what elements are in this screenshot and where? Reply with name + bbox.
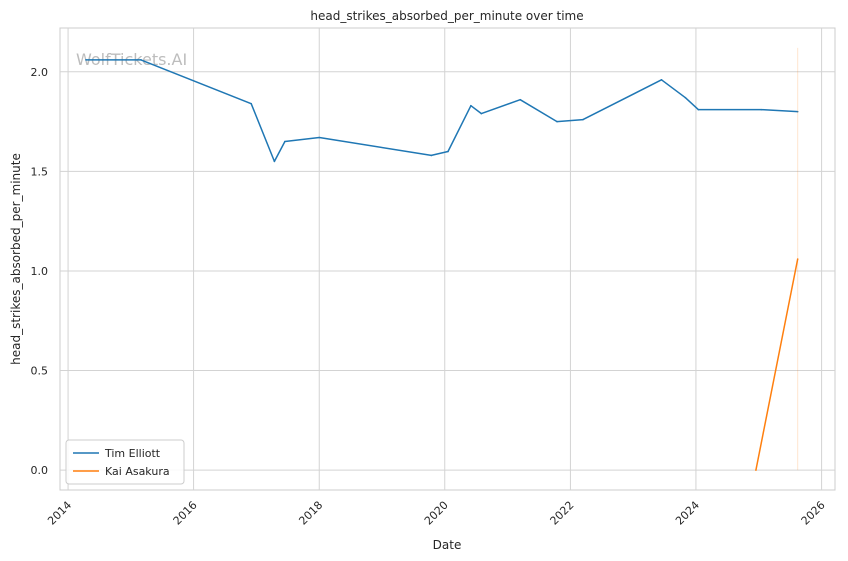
data-point [760,108,763,111]
data-point [519,98,522,101]
legend-label: Kai Asakura [105,465,170,478]
data-point [273,160,276,163]
x-tick-label: 2016 [171,499,200,528]
data-point [480,112,483,115]
data-point [660,78,663,81]
x-tick-label: 2018 [296,499,325,528]
grid [60,28,835,490]
data-point [697,108,700,111]
x-tick-label: 2024 [673,499,702,528]
data-point [318,136,321,139]
legend: Tim Elliott Kai Asakura [65,439,185,485]
y-tick-label: 0.5 [31,365,49,378]
y-tick-label: 1.5 [31,165,49,178]
data-point [582,118,584,121]
legend-box [65,439,185,485]
x-tick-label: 2014 [45,499,74,528]
x-tick-label: 2026 [799,499,828,528]
data-point [556,120,558,123]
data-point [430,154,433,157]
data-point [470,104,472,107]
y-tick-label: 1.0 [31,265,49,278]
data-point [250,102,252,105]
series-line-1 [755,258,799,471]
series-line-0 [86,59,798,163]
data-point [447,150,449,153]
data-point [85,59,87,61]
x-axis: 2014 2016 2018 2020 2022 2024 2026 [45,499,828,528]
series-layer [85,47,799,471]
y-tick-label: 0.0 [31,464,49,477]
legend-label: Tim Elliott [104,447,161,460]
y-tick-label: 2.0 [31,66,49,79]
y-axis: 0.0 0.5 1.0 1.5 2.0 [31,66,49,477]
plot-area [59,27,836,491]
chart-title: head_strikes_absorbed_per_minute over ti… [310,9,583,23]
x-tick-label: 2020 [422,499,451,528]
data-point [796,110,799,113]
data-point [755,469,757,471]
x-tick-label: 2022 [548,499,577,528]
data-point [684,96,687,99]
data-point [796,258,799,260]
data-point [284,140,286,143]
y-axis-label: head_strikes_absorbed_per_minute [9,153,23,365]
data-point [140,59,142,61]
x-axis-label: Date [433,538,462,552]
